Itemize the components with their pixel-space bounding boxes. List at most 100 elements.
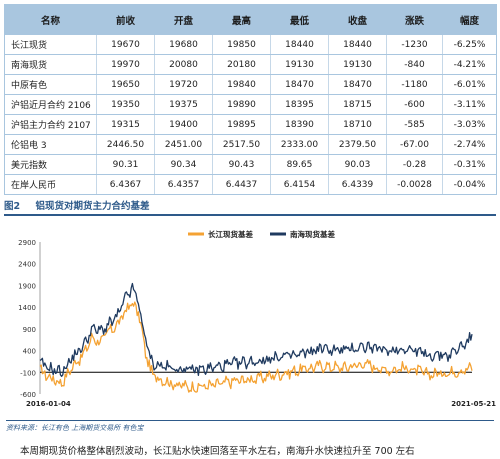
row-cell: 90.31 xyxy=(96,154,155,175)
row-cell: -67.00 xyxy=(386,134,443,155)
row-cell: -3.11% xyxy=(442,94,497,115)
basis-line-chart: 2900 2400 1900 1400 900 400 -100 -600 长江现货基差 南海现货… xyxy=(18,229,496,408)
row-cell: -585 xyxy=(386,114,443,135)
row-label: 美元指数 xyxy=(4,154,97,175)
table-row: 沪铝近月合约 2106 19350 19375 19890 18395 18715 -600… xyxy=(4,94,497,115)
x-start-label: 2016-01-04 xyxy=(26,400,71,408)
y-tick-label: 900 xyxy=(23,326,36,334)
row-cell: -600 xyxy=(386,94,443,115)
y-tick-label: -600 xyxy=(20,391,36,399)
row-cell: -4.21% xyxy=(442,54,497,75)
row-cell: 2446.50 xyxy=(96,134,155,155)
table-header-row: 名称 前收 开盘 最高 最低 收盘 涨跌 幅度 xyxy=(4,4,497,35)
row-cell: 6.4357 xyxy=(154,174,213,195)
header-open: 开盘 xyxy=(154,4,213,35)
row-cell: 18440 xyxy=(270,34,329,55)
y-tick-label: 2400 xyxy=(18,261,36,269)
y-tick-label: -100 xyxy=(20,369,36,377)
series-line-nanhai xyxy=(39,282,473,378)
table-row: 伦铝电 3 2446.50 2451.00 2517.50 2333.00 2379.50… xyxy=(4,134,497,155)
figure-number: 图2 xyxy=(4,201,21,212)
row-cell: 19970 xyxy=(96,54,155,75)
header-low: 最低 xyxy=(270,4,329,35)
row-cell: 2379.50 xyxy=(328,134,387,155)
row-cell: 6.4367 xyxy=(96,174,155,195)
row-cell: 18395 xyxy=(270,94,329,115)
row-cell: -1230 xyxy=(386,34,443,55)
row-cell: 19720 xyxy=(154,74,213,95)
row-cell: 2333.00 xyxy=(270,134,329,155)
row-cell: 90.43 xyxy=(212,154,271,175)
source-note: 资料来源：长江有色 上海期货交易所 有色宝 xyxy=(6,420,494,433)
row-cell: -6.01% xyxy=(442,74,497,95)
row-cell: 19350 xyxy=(96,94,155,115)
row-cell: 19850 xyxy=(212,34,271,55)
row-cell: -6.25% xyxy=(442,34,497,55)
row-label: 伦铝电 3 xyxy=(4,134,97,155)
header-pct: 幅度 xyxy=(442,4,497,35)
row-cell: 18715 xyxy=(328,94,387,115)
y-tick-label: 400 xyxy=(23,348,36,356)
row-cell: 19375 xyxy=(154,94,213,115)
table-row: 美元指数 90.31 90.34 90.43 89.65 90.03 -0.28 -0.31% xyxy=(4,154,497,175)
figure-title: 铝现货对期货主力合约基差 xyxy=(35,201,150,212)
body-paragraph: 本周期现货价格整体剧烈波动，长江贴水快速回落至平水左右，南海升水快速拉升至 70… xyxy=(20,446,415,457)
row-label: 长江现货 xyxy=(4,34,97,55)
table-row: 中原有色 19650 19720 19840 18470 18470 -1180 -6.01% xyxy=(4,74,497,95)
row-cell: 2451.00 xyxy=(154,134,213,155)
header-prev-close: 前收 xyxy=(96,4,155,35)
row-cell: 20180 xyxy=(212,54,271,75)
row-cell: -0.04% xyxy=(442,174,497,195)
row-cell: 18440 xyxy=(328,34,387,55)
legend-label: 南海现货基差 xyxy=(290,229,335,239)
table-row: 在岸人民币 6.4367 6.4357 6.4437 6.4154 6.4339 -0.00… xyxy=(4,174,497,195)
price-table: 名称 前收 开盘 最高 最低 收盘 涨跌 幅度 长江现货 19670 19680 19… xyxy=(4,4,497,195)
row-cell: -0.0028 xyxy=(386,174,443,195)
row-cell: 6.4437 xyxy=(212,174,271,195)
row-label: 沪铝主力合约 2107 xyxy=(4,114,97,135)
table-row: 南海现货 19970 20080 20180 19130 19130 -840 -4.21% xyxy=(4,54,497,75)
series-line-changjiang xyxy=(39,301,473,393)
row-cell: -840 xyxy=(386,54,443,75)
y-tick-label: 1900 xyxy=(18,282,36,290)
row-cell: 18470 xyxy=(328,74,387,95)
y-tick-label: 1400 xyxy=(18,304,36,312)
row-cell: 89.65 xyxy=(270,154,329,175)
figure-caption: 图2 铝现货对期货主力合约基差 xyxy=(4,198,496,216)
x-end-label: 2021-05-21 xyxy=(451,400,496,408)
table-row: 沪铝主力合约 2107 19315 19400 19895 18390 18710 -585… xyxy=(4,114,497,135)
row-cell: 90.34 xyxy=(154,154,213,175)
row-cell: 20080 xyxy=(154,54,213,75)
row-cell: 19650 xyxy=(96,74,155,95)
row-label: 在岸人民币 xyxy=(4,174,97,195)
table-row: 长江现货 19670 19680 19850 18440 18440 -1230 -6.25% xyxy=(4,34,497,55)
row-cell: 19840 xyxy=(212,74,271,95)
legend-label: 长江现货基差 xyxy=(208,229,253,239)
row-label: 沪铝近月合约 2106 xyxy=(4,94,97,115)
row-cell: -0.28 xyxy=(386,154,443,175)
row-cell: 19670 xyxy=(96,34,155,55)
row-cell: 18470 xyxy=(270,74,329,95)
row-cell: -1180 xyxy=(386,74,443,95)
row-cell: 6.4154 xyxy=(270,174,329,195)
header-change: 涨跌 xyxy=(386,4,443,35)
row-label: 中原有色 xyxy=(4,74,97,95)
row-cell: 18710 xyxy=(328,114,387,135)
header-high: 最高 xyxy=(212,4,271,35)
row-cell: 2517.50 xyxy=(212,134,271,155)
row-cell: 90.03 xyxy=(328,154,387,175)
row-cell: 19130 xyxy=(328,54,387,75)
y-tick-label: 2900 xyxy=(18,239,36,247)
row-cell: 19130 xyxy=(270,54,329,75)
row-cell: 19890 xyxy=(212,94,271,115)
row-cell: -3.03% xyxy=(442,114,497,135)
row-cell: 19895 xyxy=(212,114,271,135)
row-label: 南海现货 xyxy=(4,54,97,75)
row-cell: 19315 xyxy=(96,114,155,135)
header-close: 收盘 xyxy=(328,4,387,35)
row-cell: 19400 xyxy=(154,114,213,135)
row-cell: 18390 xyxy=(270,114,329,135)
header-name: 名称 xyxy=(4,4,97,35)
row-cell: 19680 xyxy=(154,34,213,55)
row-cell: 6.4339 xyxy=(328,174,387,195)
